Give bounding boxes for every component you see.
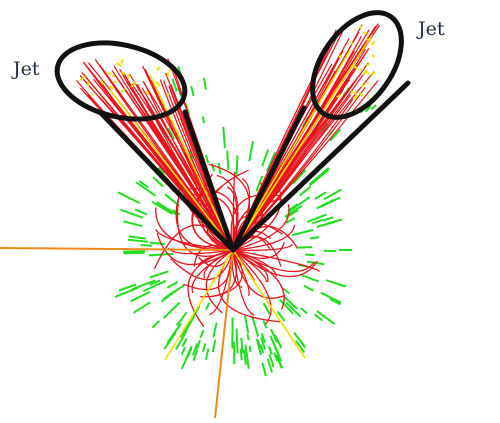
muon-tracks [0,248,233,418]
jet-energy-spark [366,64,369,65]
energy-deposit [164,303,180,319]
energy-deposit [206,303,209,310]
energy-deposit [206,349,209,360]
left-jet-ellipse [50,31,193,130]
jet-energy-spark [367,82,369,83]
energy-deposit [241,338,242,353]
energy-deposit [135,210,147,215]
energy-deposit [237,155,238,176]
jet-energy-spark [352,91,353,93]
jet-energy-spark [128,74,129,79]
energy-deposit [246,345,249,369]
energy-deposit [204,78,206,90]
energy-deposit [248,334,249,340]
energy-deposit [150,243,165,244]
energy-deposit [310,237,319,238]
energy-deposit [292,230,313,235]
jet-energy-spark [372,41,374,45]
energy-deposit [269,346,272,354]
energy-deposit [301,308,307,313]
jet-energy-spark [360,26,361,28]
energy-deposit [317,222,335,227]
energy-deposit [262,363,266,377]
right-jet-label: Jet [418,20,445,39]
energy-deposit [182,347,186,354]
jet-energy-spark [361,85,365,87]
energy-deposit [213,323,216,338]
energy-deposit [191,86,194,96]
energy-deposit [201,330,204,338]
energy-deposit [323,217,334,221]
energy-deposit [237,329,238,354]
energy-deposit [167,282,177,288]
jet-energy-spark [360,69,362,70]
energy-deposit [262,150,268,167]
energy-deposit [212,163,214,171]
energy-deposit [321,293,341,303]
energy-deposit [302,275,319,281]
energy-deposit [128,240,148,242]
high-momentum-track [233,35,372,250]
left-jet-label: Jet [13,60,40,79]
jet-energy-spark [122,73,126,74]
jet-energy-spark [360,92,363,96]
energy-deposit [321,197,340,207]
jet-energy-spark [121,89,125,92]
energy-deposit [123,221,142,226]
energy-deposit [223,127,225,148]
energy-deposit [227,151,228,170]
energy-deposit [134,302,151,313]
energy-deposit [371,105,376,110]
jet-energy-spark [103,83,104,85]
energy-deposit [203,344,205,352]
jet-energy-spark [363,33,367,34]
jet-energy-spark [156,82,160,87]
jet-energy-spark [109,86,114,88]
muon-track-left [0,248,233,250]
jet-energy-spark [371,72,375,75]
energy-deposit [152,202,172,214]
energy-deposit [213,340,215,352]
energy-deposit [177,312,187,325]
energy-deposit [182,339,186,347]
jet-energy-spark [373,55,374,58]
energy-deposit [326,280,346,286]
jet-energy-spark [157,67,160,70]
energy-deposit [150,271,169,277]
energy-deposit [184,316,195,335]
energy-deposit [152,321,159,328]
energy-deposit [245,316,248,333]
left-cone-edge-outer [100,112,233,250]
energy-deposit [136,182,155,196]
energy-deposit [118,192,140,203]
energy-deposit [250,346,251,352]
energy-deposit [297,247,312,248]
jet-energy-spark [355,92,356,95]
energy-deposit [249,141,253,161]
jet-energy-spark [121,59,123,63]
jet-energy-spark [367,39,368,40]
energy-deposit [131,292,150,302]
energy-deposit [304,286,314,291]
energy-deposit [305,255,314,256]
energy-deposit [157,202,178,215]
jet-energy-spark [92,94,93,95]
energy-deposit [141,245,153,246]
jet-energy-spark [88,81,89,85]
energy-deposit [124,253,145,254]
energy-deposit [203,117,205,124]
jet-energy-spark [364,72,365,75]
energy-deposit [129,236,146,238]
jet-energy-spark [367,96,368,97]
energy-deposit [206,155,208,163]
energy-deposit [289,197,310,211]
